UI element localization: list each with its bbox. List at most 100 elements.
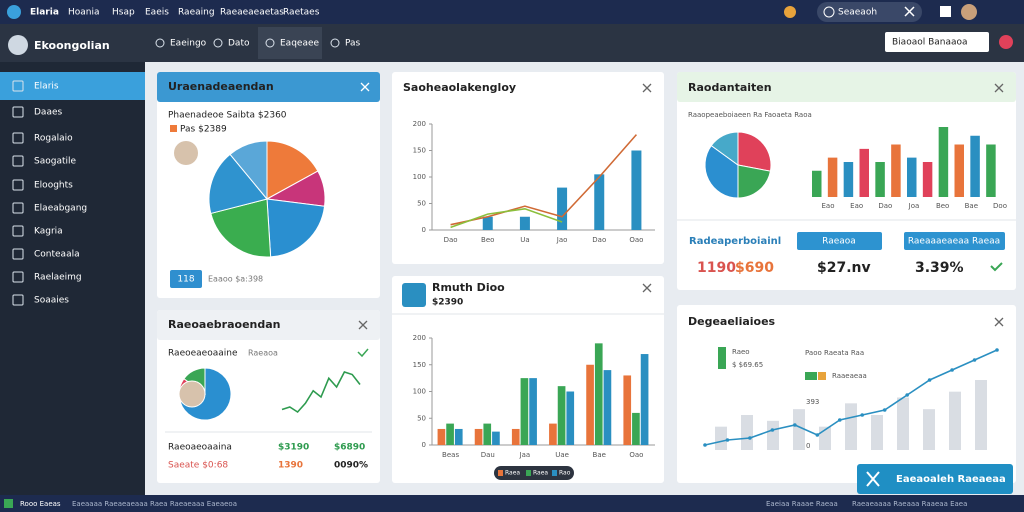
- pie-slice: [737, 131, 772, 172]
- x-tick-label: Jao: [556, 236, 568, 244]
- nav-menu-item[interactable]: Raeaeaeaetas: [220, 8, 284, 18]
- stat-value: Raeoaeoaaina: [168, 443, 232, 453]
- button-label[interactable]: Raeaoa: [822, 237, 856, 247]
- nav-item[interactable]: Elooghts: [34, 181, 73, 191]
- legend-label: 0: [806, 442, 810, 450]
- active-nav-item[interactable]: [0, 72, 145, 100]
- x-tick-label: Ua: [520, 236, 529, 244]
- x-tick-label: Oao: [629, 236, 643, 244]
- legend-swatch: [526, 470, 531, 476]
- bar: [938, 127, 949, 197]
- x-tick-label: Dau: [481, 451, 495, 459]
- search-placeholder: Seaeaoh: [838, 8, 877, 18]
- bar: [557, 386, 566, 445]
- line: [450, 207, 563, 229]
- bar: [454, 428, 463, 445]
- y-tick-label: 150: [413, 147, 426, 155]
- point: [770, 428, 775, 432]
- x-tick-label: Beas: [442, 451, 459, 459]
- bar: [631, 150, 642, 230]
- y-tick-label: 50: [417, 200, 426, 208]
- legend-label: Raaeaeaa: [832, 372, 867, 380]
- bar: [511, 428, 520, 445]
- close-icon[interactable]: [994, 317, 1004, 327]
- nav-menu-item[interactable]: Hsap: [112, 8, 135, 18]
- button-label[interactable]: 118: [177, 275, 194, 285]
- nav-item[interactable]: Saogatile: [34, 157, 76, 167]
- nav-item[interactable]: Elaeabgang: [34, 204, 87, 214]
- close-icon[interactable]: [360, 82, 370, 92]
- nav-item[interactable]: Kagria: [34, 227, 63, 237]
- bar: [891, 144, 901, 197]
- nav-menu-item[interactable]: Raetaes: [283, 8, 320, 18]
- nav-menu-item[interactable]: Eaeis: [145, 8, 169, 18]
- close-icon[interactable]: [642, 83, 652, 93]
- action-button[interactable]: [857, 464, 1013, 494]
- close-icon[interactable]: [642, 283, 652, 293]
- nav-item[interactable]: Conteaala: [34, 250, 80, 260]
- point: [815, 433, 820, 437]
- nav-menu-item[interactable]: Hoania: [68, 8, 100, 18]
- nav-menu-item[interactable]: Raeaing: [178, 8, 215, 18]
- close-icon[interactable]: [866, 471, 880, 487]
- bar: [843, 162, 854, 197]
- toolbar-tab[interactable]: Eaqeaee: [280, 39, 320, 49]
- button[interactable]: [170, 270, 202, 288]
- bar-label: Dao: [878, 202, 892, 210]
- y-tick-label: 0: [422, 441, 426, 449]
- nav-icon: [12, 294, 24, 306]
- active-tab[interactable]: [258, 27, 322, 59]
- stat-value: 1190: [697, 260, 736, 276]
- bar: [557, 187, 568, 230]
- user-avatar[interactable]: [961, 4, 977, 20]
- close-icon[interactable]: [994, 83, 1004, 93]
- y-tick-label: 0: [422, 226, 426, 234]
- nav-item[interactable]: Elaris: [34, 82, 59, 92]
- nav-item[interactable]: Raelaeimg: [34, 273, 82, 283]
- stat-value: $6890: [334, 443, 365, 453]
- notification-icon[interactable]: [784, 6, 796, 18]
- card-title: Degeaeliaioes: [688, 315, 776, 328]
- sparkline: [281, 371, 361, 414]
- section-heading: Radeaperboiainl: [689, 236, 781, 247]
- search-box[interactable]: [817, 2, 922, 22]
- y-tick-label: 100: [413, 388, 426, 396]
- close-icon[interactable]: [358, 320, 368, 330]
- bar: [640, 354, 649, 445]
- dropdown[interactable]: [885, 32, 989, 52]
- button[interactable]: [904, 232, 1005, 250]
- bar: [549, 423, 557, 445]
- x-tick-label: Dao: [592, 236, 606, 244]
- point: [748, 436, 752, 440]
- legend-label: Rao: [559, 470, 571, 477]
- close-icon[interactable]: [904, 6, 915, 17]
- nav-item[interactable]: Soaaies: [34, 296, 69, 306]
- legend-swatch: [498, 470, 503, 476]
- bar: [812, 170, 822, 197]
- toolbar-tab[interactable]: Dato: [228, 39, 250, 49]
- y-tick-label: 150: [413, 361, 426, 369]
- bar-label: Beo: [936, 202, 949, 210]
- sidebar-title: Ekoongolian: [34, 39, 110, 52]
- legend-swatch: [805, 372, 817, 380]
- bar: [922, 162, 933, 197]
- nav-icon: [12, 106, 24, 118]
- bar: [586, 364, 594, 445]
- line: [704, 349, 998, 446]
- bar: [871, 415, 883, 450]
- bar: [897, 397, 909, 450]
- card: [157, 310, 380, 483]
- nav-item[interactable]: Rogalaio: [34, 134, 73, 144]
- x-tick-label: Bae: [593, 451, 606, 459]
- settings-icon[interactable]: [999, 35, 1013, 49]
- toolbar-tab[interactable]: Eaeingo: [170, 39, 207, 49]
- point: [905, 393, 909, 397]
- bar: [793, 409, 805, 450]
- button-label[interactable]: Raeaaaeaeaa Raeaa: [908, 237, 1000, 247]
- subtitle: Raeoeaeoaaine: [168, 349, 238, 359]
- nav-item[interactable]: Daaes: [34, 108, 62, 118]
- toolbar-tab[interactable]: Pas: [345, 39, 361, 49]
- button[interactable]: [797, 232, 882, 250]
- bookmark-icon[interactable]: [940, 6, 951, 17]
- card-title: Rmuth Dioo: [432, 281, 505, 294]
